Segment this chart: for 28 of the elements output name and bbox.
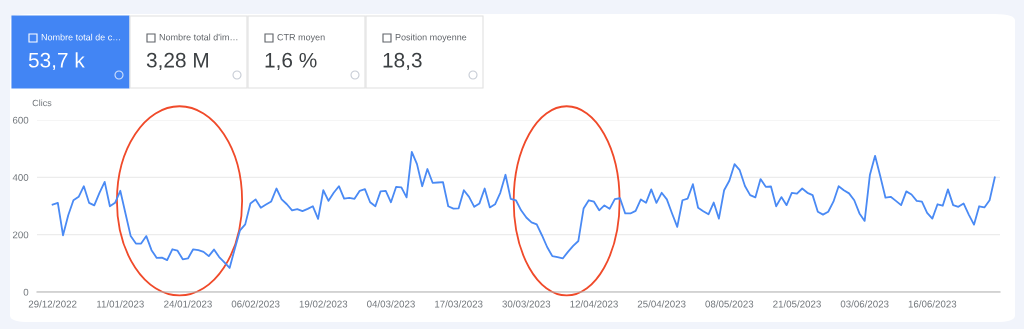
text: Nombre total de c… (41, 33, 121, 41)
text: 1,6 % (265, 52, 317, 71)
x-tick-label: 21/05/2023 (773, 300, 821, 308)
x-tick-label: 12/04/2023 (570, 300, 618, 308)
text: 53,7 k (28, 52, 85, 71)
y-axis-title: Clics (32, 99, 52, 107)
x-tick-label: 08/05/2023 (705, 300, 754, 308)
text: CTR moyen (277, 34, 325, 43)
text: Nombre total d'im… (159, 33, 238, 41)
y-tick-label: 400 (12, 174, 29, 181)
x-tick-label: 25/04/2023 (637, 300, 686, 308)
x-tick-label: 06/02/2023 (231, 300, 280, 308)
y-tick-label: 0 (23, 288, 29, 296)
x-tick-label: 16/06/2023 (908, 300, 957, 308)
line-series (51, 150, 996, 269)
x-tick-label: 29/12/2022 (28, 300, 77, 308)
y-tick-label: 600 (12, 116, 29, 124)
x-tick-label: 17/03/2023 (435, 300, 483, 308)
x-tick-label: 04/03/2023 (367, 300, 415, 308)
x-tick-label: 03/06/2023 (840, 300, 889, 308)
x-tick-label: 24/01/2023 (164, 300, 212, 308)
y-tick-label: 200 (12, 231, 29, 239)
x-tick-label: 11/01/2023 (97, 300, 144, 308)
text: 3,28 M (146, 52, 208, 71)
x-tick-label: 30/03/2023 (502, 300, 551, 308)
text: 18,3 (383, 52, 422, 71)
x-tick-label: 19/02/2023 (299, 300, 348, 308)
text: Position moyenne (395, 33, 467, 43)
